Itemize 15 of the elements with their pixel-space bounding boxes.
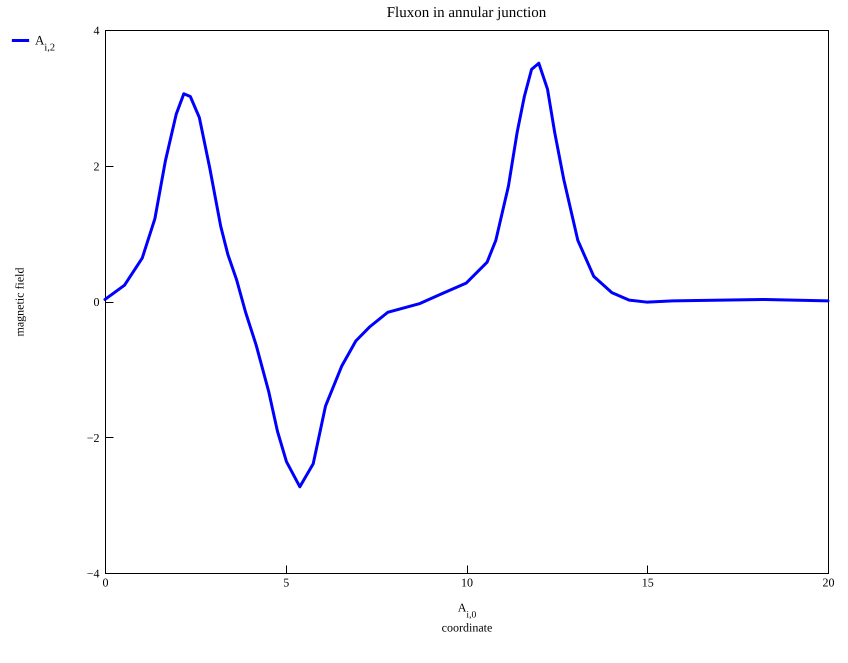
y-tick-label: 0 bbox=[94, 295, 100, 309]
x-tick-label: 15 bbox=[642, 576, 654, 590]
x-axis-title: A$_{i,0}$ coordinate bbox=[442, 600, 492, 634]
x-tick-label: 0 bbox=[102, 576, 108, 590]
y-tick-label: −4 bbox=[86, 566, 100, 580]
legend-label: A$_{i,2}$ bbox=[35, 32, 56, 53]
y-tick-label: −2 bbox=[86, 430, 100, 445]
y-axis-title: magnetic field bbox=[12, 268, 27, 336]
x-tick-label: 10 bbox=[461, 576, 473, 590]
line-series bbox=[104, 62, 830, 488]
x-tick-label: 5 bbox=[283, 576, 290, 590]
y-tick-label: 4 bbox=[94, 24, 100, 38]
x-tick-label: 20 bbox=[822, 576, 834, 590]
y-tick-label: 2 bbox=[94, 159, 100, 174]
chart-title: Fluxon in annular junction bbox=[386, 5, 547, 21]
